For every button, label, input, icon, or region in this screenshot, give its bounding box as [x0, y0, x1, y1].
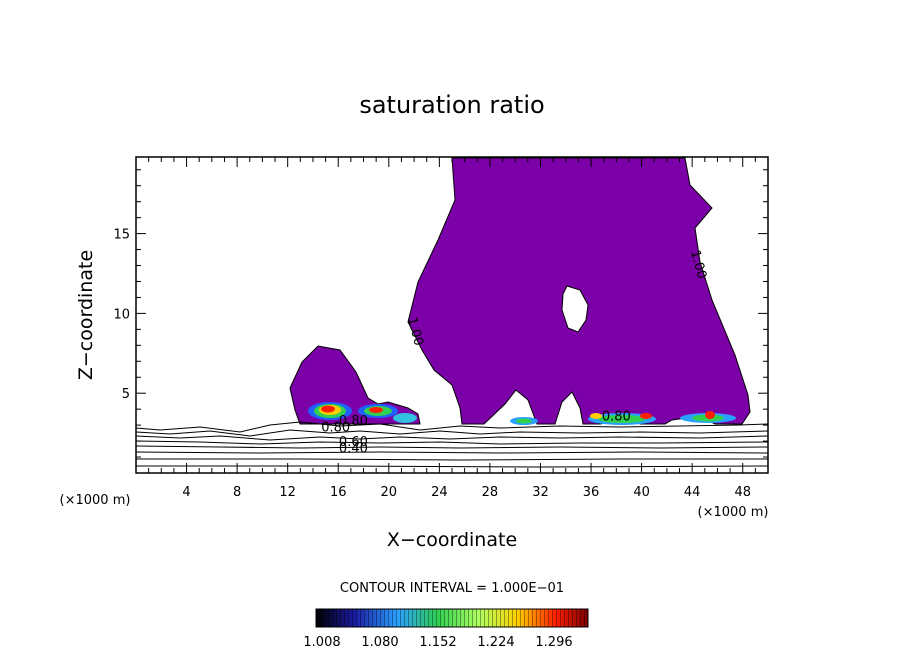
unsaturated-hole [561, 285, 589, 333]
x-tick-label: 12 [279, 485, 296, 500]
colorbar-stripes [316, 609, 588, 627]
y-axis-ticks: 5 10 15 [113, 228, 768, 402]
contour-label: 0.80 [602, 409, 631, 424]
x-tick-label: 4 [182, 485, 190, 500]
contour-interval-text: CONTOUR INTERVAL = 1.000E−01 [340, 581, 564, 596]
x-tick-label: 28 [482, 485, 499, 500]
plot-field [136, 157, 768, 468]
contour-label: 0.80 [339, 414, 368, 429]
x-unit-label: (×1000 m) [698, 505, 769, 520]
x-tick-label: 44 [684, 485, 701, 500]
x-axis-ticks: 4 8 12 16 20 24 28 32 36 40 44 48 [182, 157, 751, 500]
x-tick-label: 20 [381, 485, 398, 500]
colorbar-label: 1.152 [419, 635, 456, 650]
contour-label: 0.60 [339, 435, 368, 450]
colorbar-labels: 1.008 1.080 1.152 1.224 1.296 [303, 635, 572, 650]
contour-label: 1.00 [404, 316, 426, 348]
contour-label: 1.00 [687, 249, 709, 281]
x-tick-label: 16 [330, 485, 347, 500]
colorbar-label: 1.008 [303, 635, 340, 650]
x-tick-label: 32 [532, 485, 549, 500]
colorbar-label: 1.224 [477, 635, 514, 650]
y-tick-label: 15 [113, 228, 130, 243]
contour-labels: 1.001.000.600.400.800.80 0.80 [321, 249, 709, 457]
x-tick-label: 24 [431, 485, 448, 500]
x-tick-label: 36 [583, 485, 600, 500]
contour-label: 0.40 [339, 441, 368, 456]
z-unit-label: (×1000 m) [60, 493, 131, 508]
y-tick-label: 10 [113, 307, 130, 322]
color-shading [308, 402, 736, 425]
contour-label: 0.80 [321, 421, 350, 436]
colorbar-label: 1.080 [361, 635, 398, 650]
colorbar-label: 1.296 [535, 635, 572, 650]
y-axis-title: Z−coordinate [75, 250, 97, 380]
x-tick-label: 8 [233, 485, 241, 500]
x-tick-label: 40 [633, 485, 650, 500]
contour-lines [136, 421, 768, 468]
y-tick-label: 5 [122, 387, 130, 402]
x-axis-title: X−coordinate [387, 529, 517, 551]
chart-title: saturation ratio [359, 91, 544, 119]
minor-ticks [136, 157, 768, 473]
x-tick-label: 48 [734, 485, 751, 500]
